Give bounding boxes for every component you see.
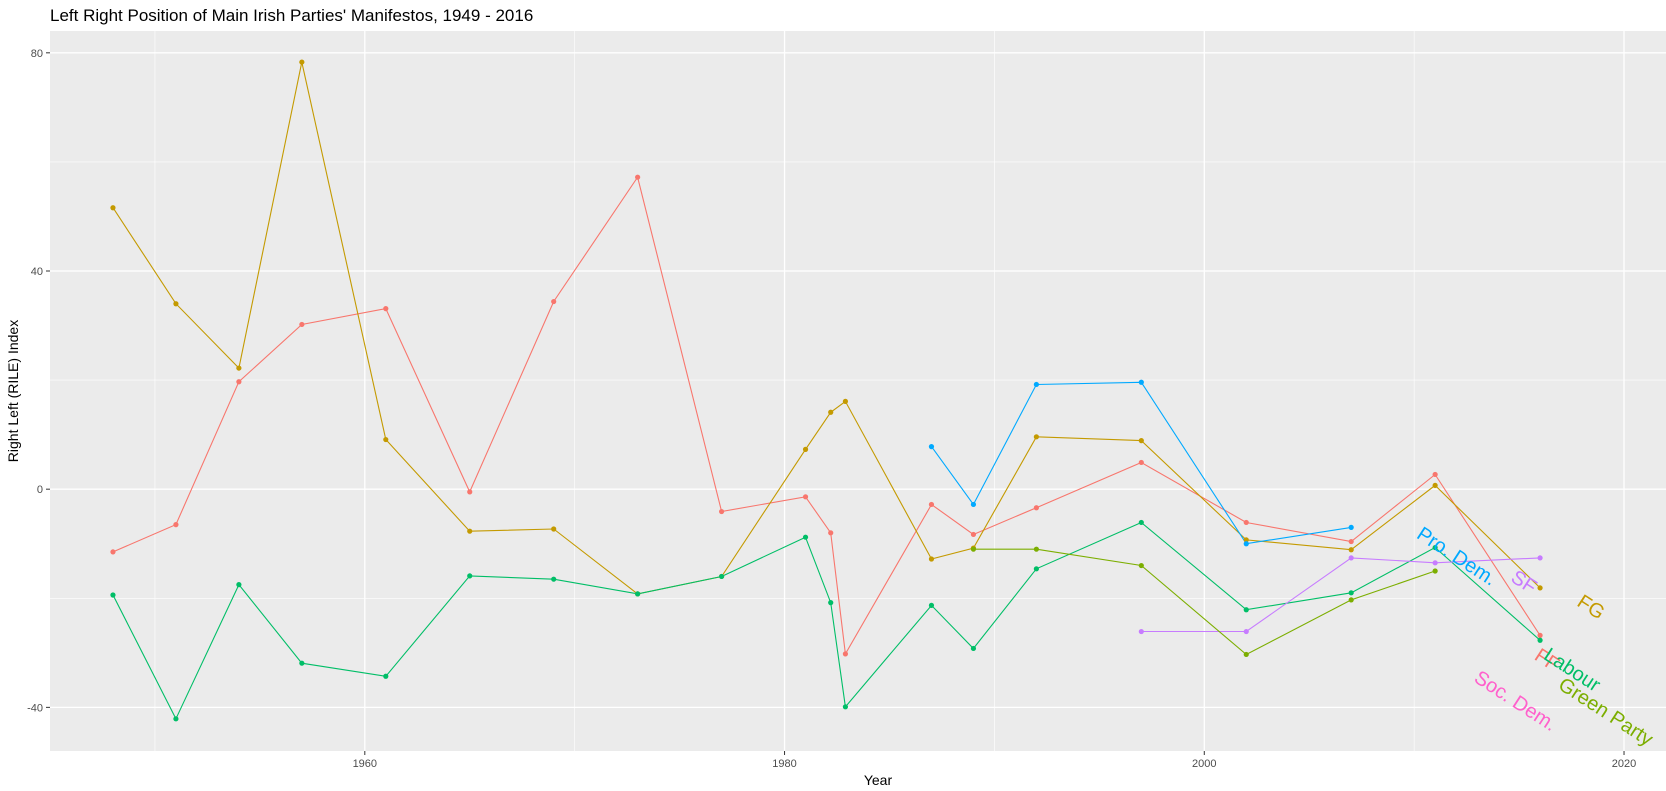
series-line-fg — [112, 61, 1541, 595]
data-point-pro-dem — [1348, 524, 1354, 530]
y-tick-label: 0 — [37, 484, 43, 496]
data-point-fg — [928, 556, 935, 562]
data-point-labour — [970, 645, 977, 652]
data-point-ff — [828, 530, 834, 536]
x-tick-label: 2000 — [1192, 758, 1216, 770]
data-point-sf — [1348, 555, 1354, 561]
data-point-ff — [383, 306, 389, 312]
data-point-fg — [1138, 438, 1144, 444]
data-point-fg — [842, 398, 849, 404]
data-point-ff — [635, 174, 641, 180]
data-point-fg — [551, 526, 557, 532]
data-point-labour — [1348, 590, 1354, 596]
minor-gridlines — [50, 31, 1666, 751]
data-point-ff — [1243, 519, 1249, 526]
data-point-ff — [1432, 471, 1438, 478]
data-point-fg — [828, 409, 834, 415]
data-point-fg — [110, 205, 116, 211]
data-point-green-party — [1243, 651, 1249, 658]
data-point-labour — [173, 716, 179, 722]
data-point-labour — [299, 660, 305, 666]
data-point-ff — [299, 321, 305, 328]
data-point-pro-dem — [1138, 379, 1144, 385]
x-axis: 1960 1980 2000 2020 — [353, 751, 1636, 770]
data-point-green-party — [1138, 562, 1144, 569]
data-point-fg — [1033, 434, 1039, 440]
data-point-pro-dem — [1033, 381, 1039, 388]
data-point-fg — [1432, 482, 1438, 488]
data-point-ff — [110, 549, 116, 555]
chart-title: Left Right Position of Main Irish Partie… — [50, 6, 533, 25]
data-point-labour — [635, 591, 641, 597]
data-point-labour — [1033, 566, 1039, 572]
data-point-ff — [236, 379, 242, 385]
data-point-ff — [1033, 505, 1039, 511]
data-point-labour — [842, 704, 849, 710]
data-point-ff — [1138, 459, 1144, 466]
data-point-fg — [299, 59, 305, 65]
data-point-fg — [1243, 537, 1249, 543]
series-line-ff — [112, 175, 1541, 656]
data-point-labour — [718, 573, 725, 580]
series-points — [110, 59, 1543, 722]
series-lines — [112, 61, 1541, 721]
data-point-fg — [173, 301, 179, 307]
x-tick-label: 1960 — [353, 758, 377, 770]
data-point-labour — [110, 592, 116, 598]
series-line-green-party — [973, 548, 1436, 656]
data-point-labour — [383, 673, 389, 679]
data-point-sf — [1243, 628, 1249, 635]
x-tick-label: 1980 — [772, 758, 796, 770]
data-point-ff — [970, 531, 977, 538]
data-point-fg — [1348, 547, 1354, 553]
data-point-ff — [1348, 538, 1354, 545]
data-point-pro-dem — [928, 444, 935, 450]
data-point-ff — [173, 522, 179, 528]
data-point-sf — [1432, 560, 1438, 566]
data-point-green-party — [970, 546, 977, 552]
plot-panel — [50, 31, 1666, 751]
data-point-green-party — [1432, 568, 1438, 574]
data-point-sf — [1537, 555, 1543, 561]
data-point-fg — [802, 446, 809, 452]
data-point-fg — [467, 528, 473, 534]
data-point-labour — [928, 602, 935, 608]
x-tick-label: 2020 — [1612, 758, 1636, 770]
data-point-labour — [551, 576, 557, 582]
data-point-labour — [1138, 519, 1144, 526]
data-point-pro-dem — [1243, 541, 1249, 547]
data-point-green-party — [1033, 546, 1039, 552]
data-point-labour — [1243, 607, 1249, 613]
data-point-ff — [1537, 632, 1543, 638]
y-axis: -40 0 40 80 — [27, 48, 50, 714]
data-point-labour — [236, 582, 242, 588]
series-line-labour — [112, 521, 1541, 721]
data-point-fg — [383, 436, 389, 443]
data-point-ff — [842, 651, 849, 657]
major-gridlines — [50, 31, 1666, 751]
data-point-green-party — [1348, 597, 1354, 603]
data-point-sf — [1138, 628, 1144, 635]
y-tick-label: 40 — [31, 266, 43, 278]
data-point-ff — [467, 489, 473, 495]
data-point-labour — [1432, 544, 1438, 551]
series-line-pro-dem — [931, 381, 1352, 545]
data-point-ff — [928, 501, 935, 508]
x-axis-title: Year — [864, 772, 893, 788]
data-point-ff — [718, 508, 725, 515]
y-axis-title: Right Left (RILE) Index — [5, 320, 21, 462]
data-point-ff — [802, 494, 809, 500]
y-tick-label: 80 — [31, 48, 43, 60]
data-point-fg — [236, 365, 242, 371]
data-point-fg — [1537, 585, 1543, 591]
data-point-labour — [1537, 637, 1543, 643]
data-point-ff — [551, 298, 557, 305]
data-point-labour — [467, 573, 473, 579]
y-tick-label: -40 — [27, 702, 43, 714]
data-point-labour — [828, 600, 834, 606]
data-point-pro-dem — [970, 501, 977, 508]
data-point-labour — [802, 534, 809, 540]
